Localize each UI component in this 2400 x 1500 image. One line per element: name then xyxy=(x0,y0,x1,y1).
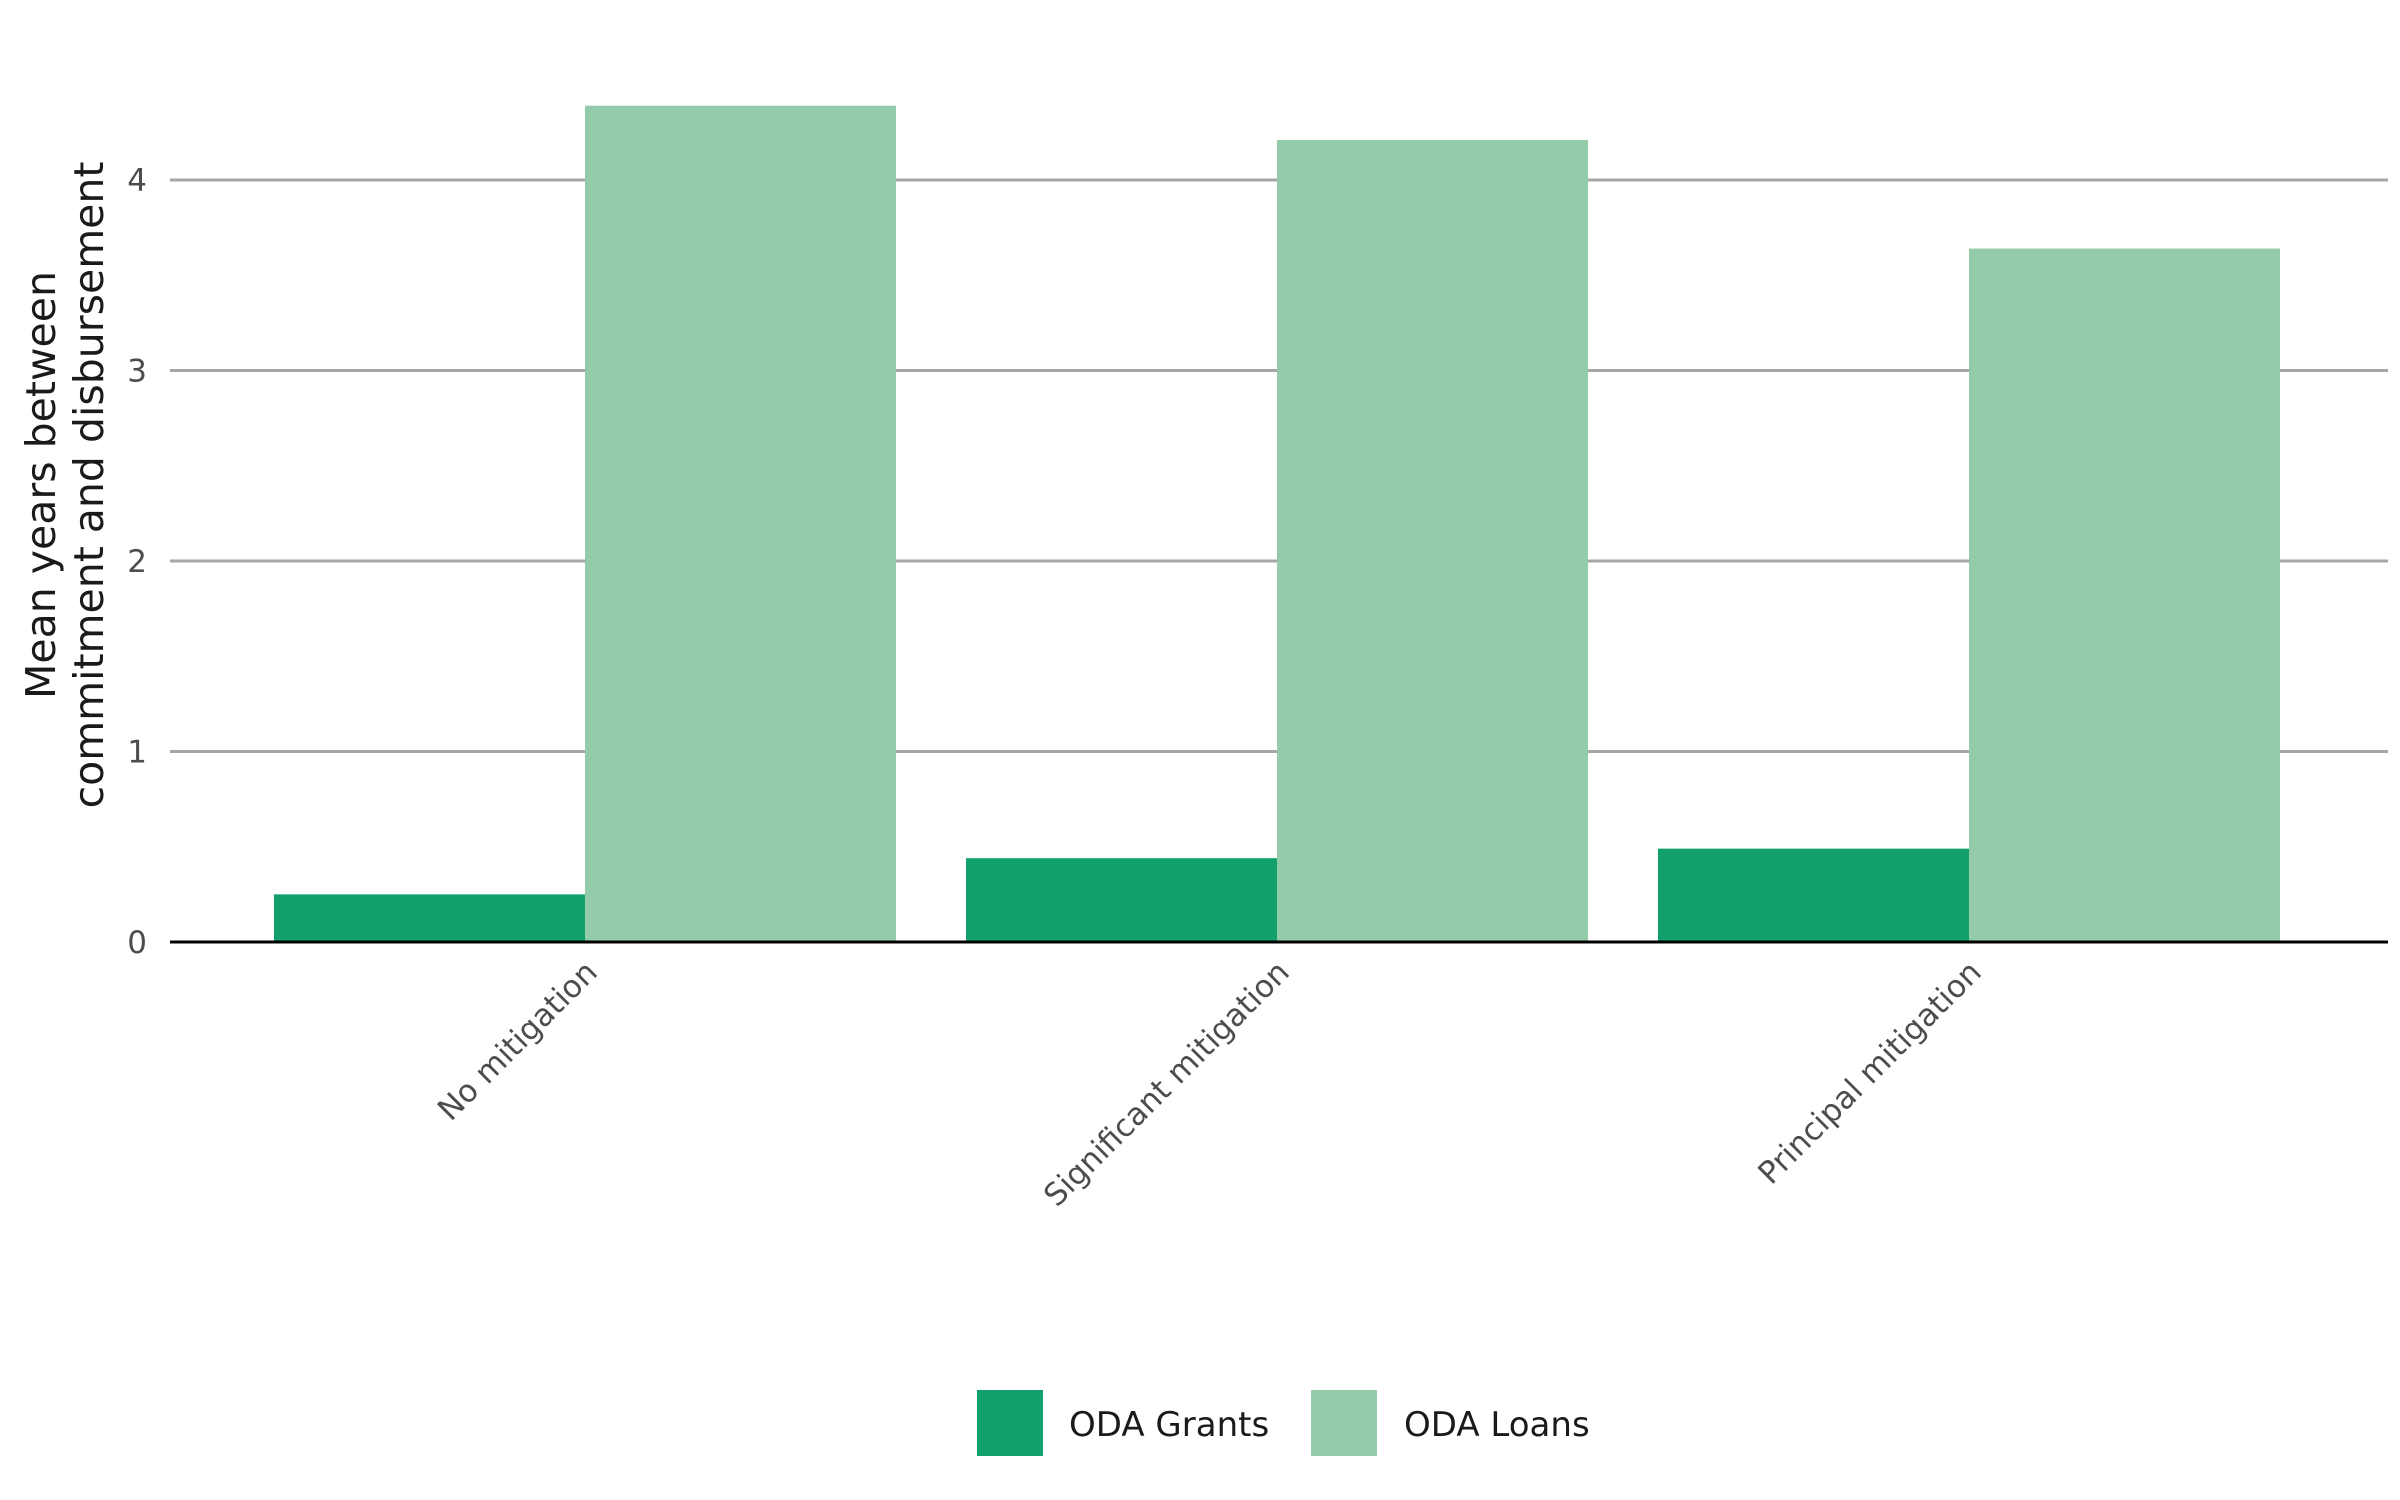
bars xyxy=(274,105,2280,942)
y-tick-label: 4 xyxy=(127,163,147,199)
y-tick-label: 1 xyxy=(127,735,147,771)
x-tick-label: No mitigation xyxy=(431,954,605,1128)
x-tick-label: Significant mitigation xyxy=(1037,954,1297,1214)
bar-loans xyxy=(585,105,896,942)
y-axis-title-line-2: commitment and disbursement xyxy=(65,162,113,809)
y-axis-title: Mean years between commitment and disbur… xyxy=(17,162,113,809)
x-tick-labels: No mitigation Significant mitigation Princ… xyxy=(431,954,1989,1214)
y-tick-labels: 0 1 2 3 4 xyxy=(127,163,147,961)
bar-loans xyxy=(1277,139,1588,942)
y-tick-label: 2 xyxy=(127,544,147,580)
legend-swatch xyxy=(977,1390,1043,1456)
y-axis-title-line-1: Mean years between xyxy=(17,271,65,699)
legend: ODA Grants ODA Loans xyxy=(977,1390,1590,1456)
bar-grants xyxy=(274,894,585,942)
bar-loans xyxy=(1969,248,2280,942)
bar-grants xyxy=(1658,848,1969,942)
legend-label: ODA Loans xyxy=(1404,1405,1590,1445)
y-tick-label: 0 xyxy=(127,925,147,961)
legend-label: ODA Grants xyxy=(1069,1405,1269,1445)
x-tick-label: Principal mitigation xyxy=(1751,954,1988,1191)
legend-swatch xyxy=(1311,1390,1377,1456)
y-tick-label: 3 xyxy=(127,354,147,390)
bar-grants xyxy=(966,858,1277,942)
